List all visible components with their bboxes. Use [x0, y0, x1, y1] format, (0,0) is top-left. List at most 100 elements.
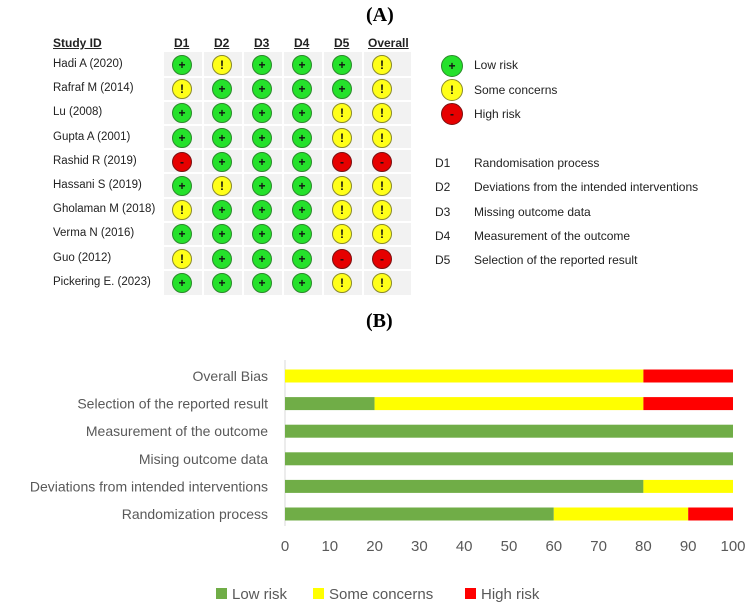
judgment-some-icon: ! [332, 200, 352, 221]
judgment-high-icon: - [332, 248, 352, 269]
judgment-low-icon: + [292, 127, 312, 148]
judgment-some-icon: ! [332, 127, 352, 148]
study-name: Hassani S (2019) [53, 179, 142, 191]
judgment-low-icon: + [292, 103, 312, 124]
legend-high-risk-label: High risk [474, 107, 521, 121]
judgment-some-icon: ! [332, 176, 352, 196]
judgment-some-icon: ! [372, 200, 392, 221]
bar-segment-high-risk [643, 369, 733, 383]
judgment-low-icon: + [292, 248, 312, 269]
domain-code-d5: D5 [435, 253, 451, 267]
legend-swatch [216, 588, 227, 599]
judgment-high-icon: - [332, 151, 352, 172]
bar-segment-some-concerns [643, 479, 733, 493]
judgment-low-icon: + [172, 103, 192, 124]
judgment-low-icon: + [172, 224, 192, 245]
study-name: Pickering E. (2023) [53, 275, 151, 288]
judgment-low-icon: + [212, 200, 232, 221]
bar-segment-some-concerns [374, 397, 644, 411]
judgment-low-icon: + [252, 79, 272, 100]
judgment-low-icon: + [212, 248, 232, 269]
bar-segment-high-risk [643, 397, 733, 411]
bar-segment-some-concerns [553, 507, 689, 521]
study-name: Hadi A (2020) [53, 58, 123, 70]
legend-label: Low risk [232, 586, 288, 603]
judgment-some-icon: ! [372, 176, 392, 196]
domain-code-d2: D2 [435, 180, 451, 194]
judgment-low-icon: + [252, 55, 272, 75]
x-tick-label: 10 [321, 538, 338, 555]
x-tick-label: 0 [281, 538, 289, 555]
legend-swatch [313, 588, 324, 599]
judgment-low-icon: + [292, 200, 312, 221]
judgment-high-icon: - [372, 248, 392, 269]
header-overall: Overall [368, 36, 409, 50]
judgment-low-icon: + [252, 224, 272, 245]
judgment-low-icon: + [252, 151, 272, 172]
judgment-low-icon: + [212, 127, 232, 148]
header-d1: D1 [174, 36, 190, 50]
judgment-some-icon: ! [172, 79, 192, 100]
judgment-low-icon: + [252, 127, 272, 148]
judgment-low-icon: + [332, 55, 352, 75]
judgment-some-icon: ! [212, 55, 232, 75]
judgment-low-icon: + [252, 248, 272, 269]
category-label: Selection of the reported result [77, 396, 268, 412]
judgment-low-icon: + [292, 55, 312, 75]
judgment-some-icon: ! [372, 127, 392, 148]
panel-b-label: (B) [366, 310, 393, 332]
legend-high-risk-icon: - [441, 103, 463, 125]
judgment-some-icon: ! [332, 272, 352, 293]
legend-swatch [465, 588, 476, 599]
judgment-low-icon: + [252, 103, 272, 124]
header-d5: D5 [334, 36, 350, 50]
study-name: Verma N (2016) [53, 227, 135, 240]
judgment-high-icon: - [372, 151, 392, 172]
judgment-low-icon: + [292, 79, 312, 100]
category-label: Mising outcome data [139, 451, 268, 467]
domain-desc-d3: Missing outcome data [474, 205, 591, 219]
x-tick-label: 30 [411, 538, 428, 555]
domain-desc-d2: Deviations from the intended interventio… [474, 180, 699, 194]
judgment-low-icon: + [292, 151, 312, 172]
judgment-low-icon: + [292, 224, 312, 245]
bar-segment-low-risk [285, 452, 733, 466]
x-tick-label: 20 [366, 538, 383, 555]
judgment-low-icon: + [172, 176, 192, 196]
legend-label: Some concerns [329, 586, 433, 603]
judgment-low-icon: + [212, 224, 232, 245]
bar-segment-some-concerns [285, 369, 644, 383]
judgment-low-icon: + [252, 272, 272, 293]
legend-label: High risk [481, 586, 540, 603]
judgment-some-icon: ! [372, 272, 392, 293]
judgment-low-icon: + [252, 176, 272, 196]
x-tick-label: 80 [635, 538, 652, 555]
domain-desc-d1: Randomisation process [474, 156, 600, 170]
study-name: Gholaman M (2018) [53, 203, 156, 216]
bar-segment-low-risk [285, 397, 375, 411]
legend-some-concerns-icon: ! [441, 79, 463, 101]
judgment-low-icon: + [212, 103, 232, 124]
category-label: Randomization process [122, 506, 268, 522]
header-d4: D4 [294, 36, 310, 50]
judgment-some-icon: ! [172, 200, 192, 221]
judgment-some-icon: ! [332, 103, 352, 124]
judgment-low-icon: + [172, 272, 192, 293]
risk-of-bias-bar-chart: Overall Bias Selection of the reported re… [30, 360, 746, 603]
judgment-some-icon: ! [212, 176, 232, 196]
category-label: Measurement of the outcome [86, 423, 268, 439]
domain-desc-d5: Selection of the reported result [474, 253, 638, 267]
x-tick-label: 60 [545, 538, 562, 555]
judgment-low-icon: + [172, 55, 192, 75]
study-name: Lu (2008) [53, 106, 103, 119]
panel-a-label: (A) [366, 4, 394, 26]
category-label: Overall Bias [193, 368, 268, 384]
judgment-low-icon: + [252, 200, 272, 221]
x-tick-label: 40 [456, 538, 473, 555]
x-tick-label: 90 [680, 538, 697, 555]
bar-segment-low-risk [285, 424, 733, 438]
judgment-some-icon: ! [372, 103, 392, 124]
category-label: Deviations from intended interventions [30, 478, 268, 494]
study-name: Rashid R (2019) [53, 154, 137, 167]
study-name: Gupta A (2001) [53, 130, 131, 143]
